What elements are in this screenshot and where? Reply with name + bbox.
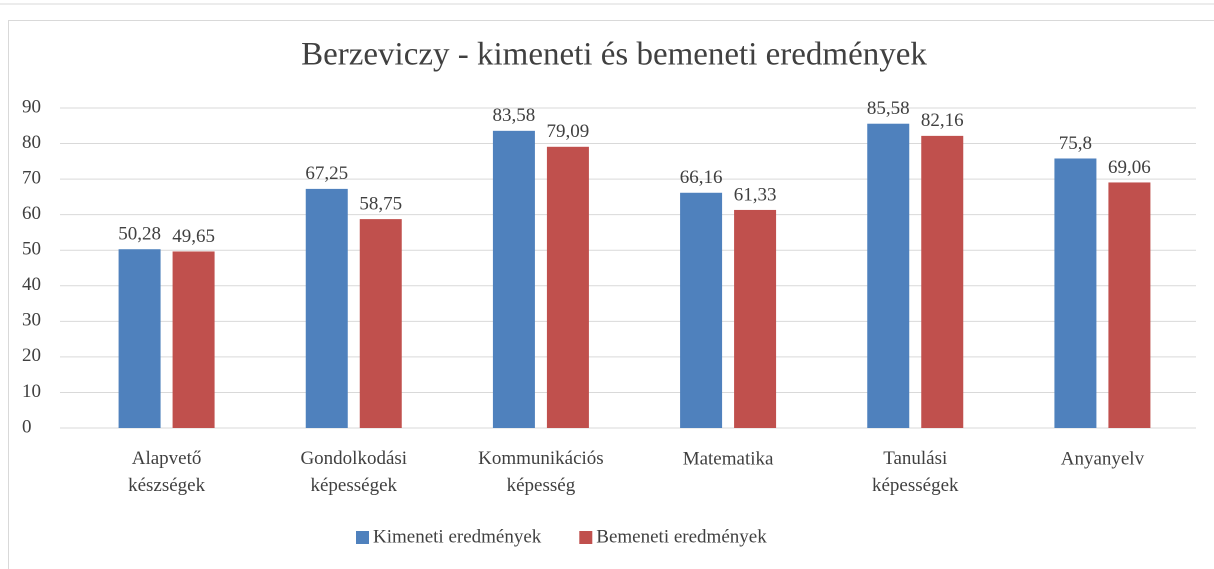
bar <box>359 219 402 428</box>
x-tick-label: Anyanyelv <box>1061 448 1145 469</box>
y-tick-label: 40 <box>22 274 41 295</box>
y-tick-label: 30 <box>22 310 41 331</box>
y-tick-label: 10 <box>22 381 41 402</box>
bar <box>867 123 910 429</box>
chart-title: Berzeviczy - kimeneti és bemeneti eredmé… <box>301 37 927 73</box>
data-label: 58,75 <box>359 193 402 214</box>
y-tick-label: 90 <box>22 96 41 117</box>
x-tick-label: Alapvető készségek <box>128 448 206 496</box>
x-tick-label: Matematika <box>683 448 774 469</box>
bar <box>118 249 161 428</box>
y-tick-label: 80 <box>22 132 41 153</box>
data-label: 49,65 <box>172 226 215 247</box>
bar <box>921 135 964 428</box>
bar <box>172 251 215 428</box>
x-tick-label: Kommunikációs képesség <box>478 448 604 496</box>
chart-frame <box>8 20 1214 569</box>
bar <box>1108 182 1151 428</box>
data-label: 85,58 <box>867 98 910 119</box>
data-label: 75,8 <box>1059 133 1092 154</box>
bar <box>680 192 723 428</box>
y-tick-label: 70 <box>22 167 41 188</box>
x-tick-label: Tanulási képességek <box>872 448 959 496</box>
y-tick-label: 0 <box>22 416 32 437</box>
bar <box>546 146 589 428</box>
data-label: 50,28 <box>118 224 161 245</box>
bar <box>734 209 777 428</box>
y-tick-label: 20 <box>22 345 41 366</box>
legend-swatch <box>579 531 593 544</box>
legend-swatch <box>356 531 369 544</box>
y-tick-label: 60 <box>22 203 41 224</box>
data-label: 83,58 <box>493 105 536 126</box>
data-label: 61,33 <box>734 184 777 205</box>
data-label: 66,16 <box>680 167 723 188</box>
data-label: 67,25 <box>305 163 348 184</box>
legend-label: Kimeneti eredmények <box>373 526 542 547</box>
legend-label: Bemeneti eredmények <box>596 526 767 547</box>
data-label: 79,09 <box>547 121 590 142</box>
bar <box>1054 158 1097 428</box>
bar <box>492 130 535 428</box>
bar <box>305 188 348 428</box>
x-tick-label: Gondolkodási képességek <box>300 448 407 496</box>
data-label: 69,06 <box>1108 157 1151 178</box>
y-tick-label: 50 <box>22 239 41 260</box>
data-label: 82,16 <box>921 110 964 131</box>
